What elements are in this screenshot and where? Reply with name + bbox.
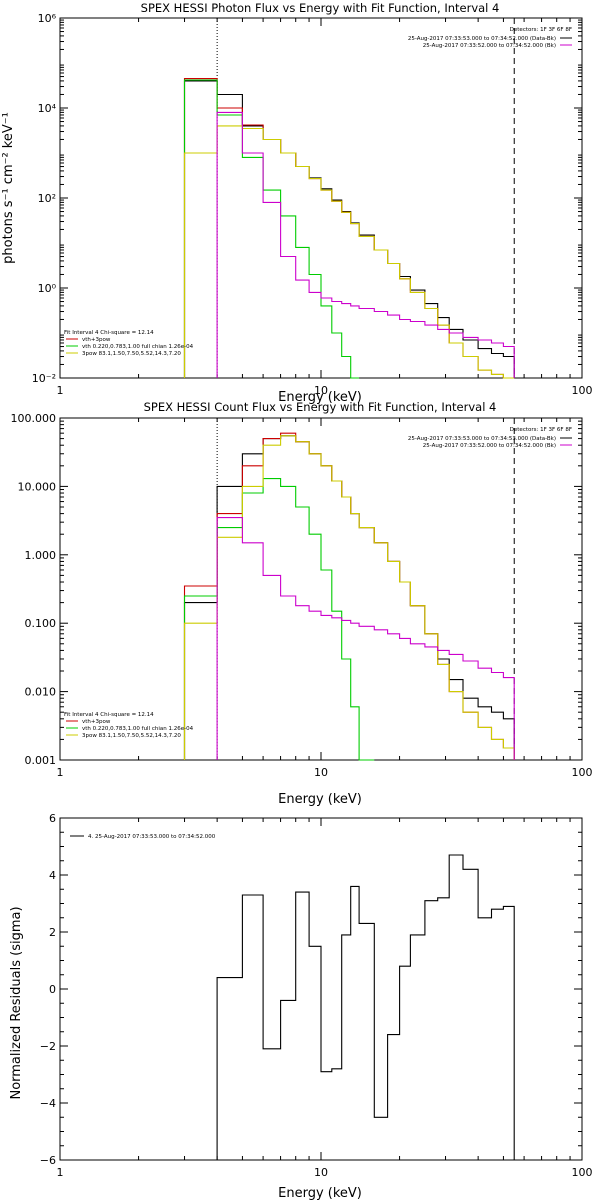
panel2-series-4-line [216,517,515,760]
panel1-series-3-line [183,125,515,379]
panel2-group: 1 10 100 0.001 0.010 0.100 1.000 10.000 100.000 D… [11,412,593,779]
panel2-detectors-label: Detectors: 1F 3F 6F 8F [510,427,572,433]
panel3-legend-left-entry: 4. 25-Aug-2017 07:33:53.000 to 07:34:52.… [88,834,216,840]
panel1-xlabel: Energy (keV) [278,390,362,405]
panel1-series-4-line [216,111,515,378]
panel2-ytick-label: 100.000 [11,412,57,425]
panel2-ytick-label: 0.010 [25,686,57,699]
panel1-title: SPEX HESSI Photon Flux vs Energy with Fi… [141,1,500,15]
panel3-xtick-label: 10 [314,1166,328,1179]
panel1-ytick-label: 10⁴ [38,102,57,115]
panel2-ytick-label: 10.000 [18,480,57,493]
panel3-ytick-label: 0 [49,983,56,996]
panel3-ytick-label: 6 [49,812,56,825]
panel3-ylabel: Normalized Residuals (sigma) [9,906,24,1099]
panel3-series-0-line [216,854,515,1160]
panel1-ytick-label: 10⁰ [38,282,57,295]
panel1-ytick-label: 10⁻² [32,372,56,385]
panel3-ytick-label: 4 [49,869,56,882]
panel2-xtick-label: 1 [57,766,64,779]
panel3-xtick-label: 1 [57,1166,64,1179]
panel3-ytick-label: −6 [40,1154,56,1167]
panel2-series-3-line [183,435,515,760]
panel2-title: SPEX HESSI Count Flux vs Energy with Fit… [144,400,497,414]
panel3-group: 1 10 100 −6 −4 −2 0 2 4 6 4. 25-Aug-2017 07:33:53.… [40,812,593,1179]
panel3-ytick-label: −4 [40,1097,56,1110]
panel1-ytick-label: 10⁶ [38,12,57,25]
panel1-xtick-label: 10 [314,384,328,397]
panel2-fit-line-0: Fit Interval 4 Chi-square = 12.14 [64,712,154,718]
panel1-fit-line-3: 3pow 83.1,1.50,7.50,5.52,14.3,7.20 [82,351,181,357]
panel1-detectors-label: Detectors: 1F 3F 6F 8F [510,27,572,33]
panel1-ytick-label: 10² [38,192,56,205]
panel2-fit-line-3: 3pow 83.1,1.50,7.50,5.52,14.3,7.20 [82,733,181,739]
panel2-fit-line-2: vth 0.220,0.783,1.00 full chian 1.26e-04 [82,726,194,732]
panel1-legend-entry-1: 25-Aug-2017 07:33:52.000 to 07:34:52.000… [423,43,556,49]
panel1-xtick-label: 100 [572,384,593,397]
panel2-xlabel: Energy (keV) [278,792,362,807]
panel2-ytick-label: 0.001 [25,754,57,767]
panel2-fit-line-1: vth+3pow [82,719,111,725]
panel1-fit-line-1: vth+3pow [82,337,111,343]
panel1-fit-line-2: vth 0.220,0.783,1.00 full chian 1.26e-04 [82,344,194,350]
panel3-xtick-label: 100 [572,1166,593,1179]
panel1-fit-line-0: Fit Interval 4 Chi-square = 12.14 [64,330,154,336]
panel2-xtick-label: 100 [572,766,593,779]
panel1-group: 1 10 100 10⁻² 10⁰ 10² 10⁴ 10⁶ Detectors: 1F 3F 6… [32,12,593,397]
panel3-ytick-label: −2 [40,1040,56,1053]
panel2-legend-entry-1: 25-Aug-2017 07:33:52.000 to 07:34:52.000… [423,443,556,449]
panel1-xtick-label: 1 [57,384,64,397]
panel1-series-2-line [183,79,360,379]
panel3-xlabel: Energy (keV) [278,1186,362,1200]
panel2-ytick-label: 1.000 [25,549,57,562]
panel2-xtick-label: 10 [314,766,328,779]
panel2-legend-entry-0: 25-Aug-2017 07:33:53.000 to 07:34:53.000… [408,436,556,442]
panel1-legend-entry-0: 25-Aug-2017 07:33:53.000 to 07:34:52.000… [408,36,556,42]
panel1-ylabel: photons s⁻¹ cm⁻² keV⁻¹ [1,112,16,264]
panel3-ytick-label: 2 [49,926,56,939]
panel2-ytick-label: 0.100 [25,617,57,630]
